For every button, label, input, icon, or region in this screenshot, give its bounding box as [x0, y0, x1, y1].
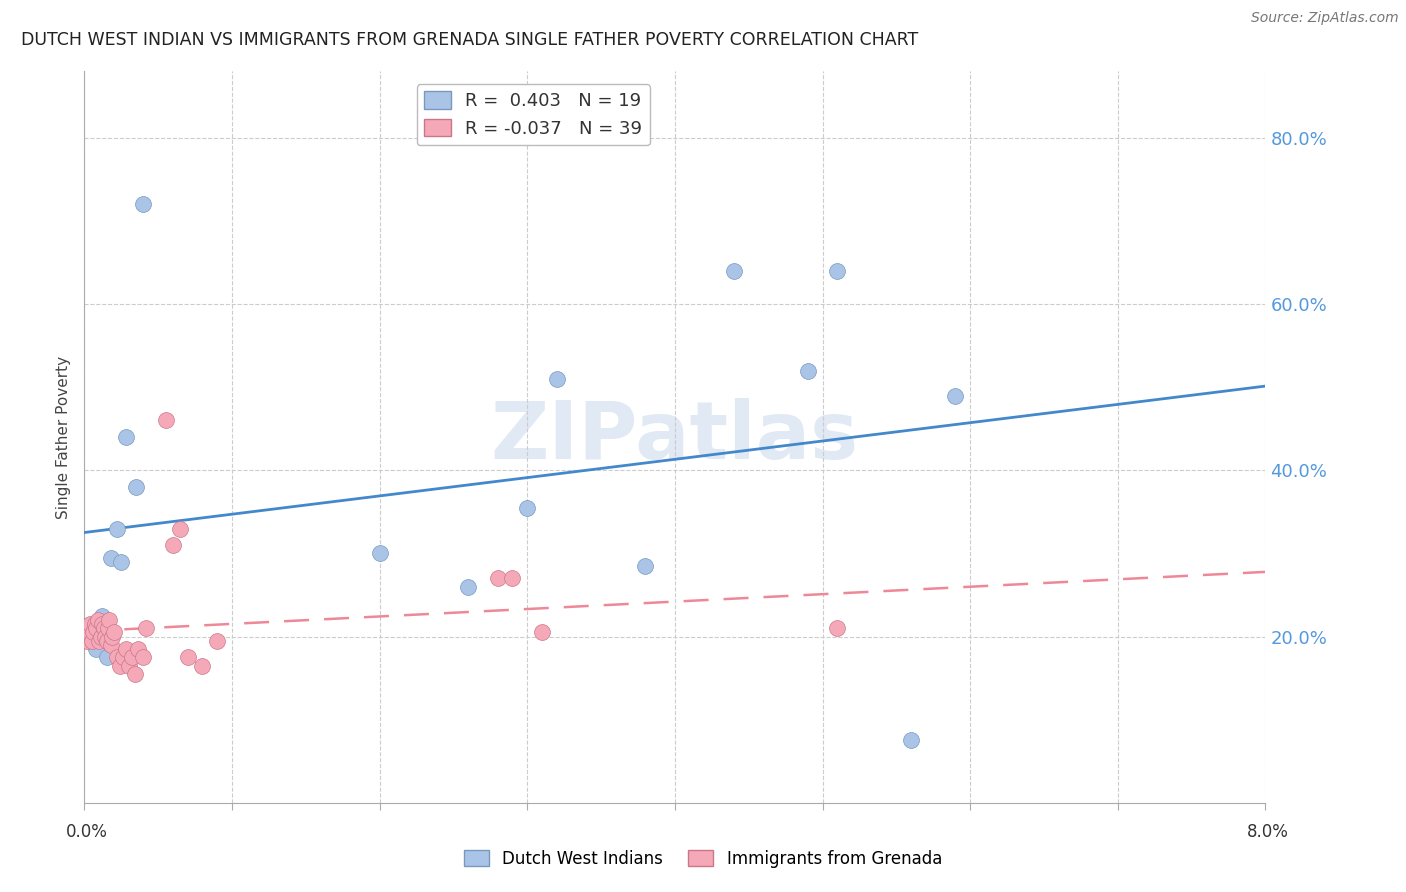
- Point: [84, 642, 107, 657]
- Point: [82, 625, 104, 640]
- Point: [89, 633, 111, 648]
- Point: [110, 555, 132, 569]
- Point: [96, 650, 118, 665]
- Point: [127, 642, 149, 657]
- Point: [97, 621, 120, 635]
- Point: [132, 650, 155, 665]
- Point: [162, 538, 184, 552]
- Y-axis label: Single Father Poverty: Single Father Poverty: [56, 356, 72, 518]
- Point: [205, 633, 228, 648]
- Point: [546, 372, 568, 386]
- Point: [797, 363, 820, 377]
- Point: [114, 430, 136, 444]
- Point: [93, 621, 115, 635]
- Point: [125, 480, 148, 494]
- Point: [80, 633, 103, 648]
- Point: [191, 658, 214, 673]
- Point: [825, 621, 848, 635]
- Point: [84, 621, 107, 635]
- Point: [105, 650, 128, 665]
- Point: [502, 571, 524, 585]
- Point: [86, 613, 108, 627]
- Point: [91, 608, 114, 623]
- Point: [368, 546, 391, 560]
- Point: [118, 658, 141, 673]
- Point: [121, 650, 143, 665]
- Point: [100, 638, 122, 652]
- Point: [77, 625, 100, 640]
- Point: [516, 500, 538, 515]
- Legend: Dutch West Indians, Immigrants from Grenada: Dutch West Indians, Immigrants from Gren…: [457, 844, 949, 875]
- Point: [457, 580, 479, 594]
- Point: [124, 667, 146, 681]
- Text: 0.0%: 0.0%: [66, 822, 108, 840]
- Point: [531, 625, 554, 640]
- Point: [945, 388, 967, 402]
- Point: [101, 630, 124, 644]
- Point: [105, 521, 128, 535]
- Point: [108, 658, 131, 673]
- Point: [94, 630, 117, 644]
- Legend: R =  0.403   N = 19, R = -0.037   N = 39: R = 0.403 N = 19, R = -0.037 N = 39: [416, 84, 650, 145]
- Point: [634, 558, 657, 573]
- Point: [96, 633, 118, 648]
- Text: Source: ZipAtlas.com: Source: ZipAtlas.com: [1251, 11, 1399, 25]
- Point: [100, 550, 122, 565]
- Point: [900, 733, 922, 747]
- Point: [111, 650, 134, 665]
- Point: [825, 264, 848, 278]
- Point: [103, 625, 125, 640]
- Point: [723, 264, 745, 278]
- Point: [91, 617, 114, 632]
- Text: ZIPatlas: ZIPatlas: [491, 398, 859, 476]
- Point: [135, 621, 157, 635]
- Point: [177, 650, 200, 665]
- Point: [114, 642, 136, 657]
- Point: [132, 197, 155, 211]
- Point: [486, 571, 509, 585]
- Point: [98, 613, 121, 627]
- Point: [83, 617, 105, 632]
- Point: [76, 633, 98, 648]
- Text: 8.0%: 8.0%: [1247, 822, 1289, 840]
- Point: [90, 630, 112, 644]
- Point: [155, 413, 177, 427]
- Point: [79, 617, 101, 632]
- Text: DUTCH WEST INDIAN VS IMMIGRANTS FROM GRENADA SINGLE FATHER POVERTY CORRELATION C: DUTCH WEST INDIAN VS IMMIGRANTS FROM GRE…: [21, 31, 918, 49]
- Point: [169, 521, 191, 535]
